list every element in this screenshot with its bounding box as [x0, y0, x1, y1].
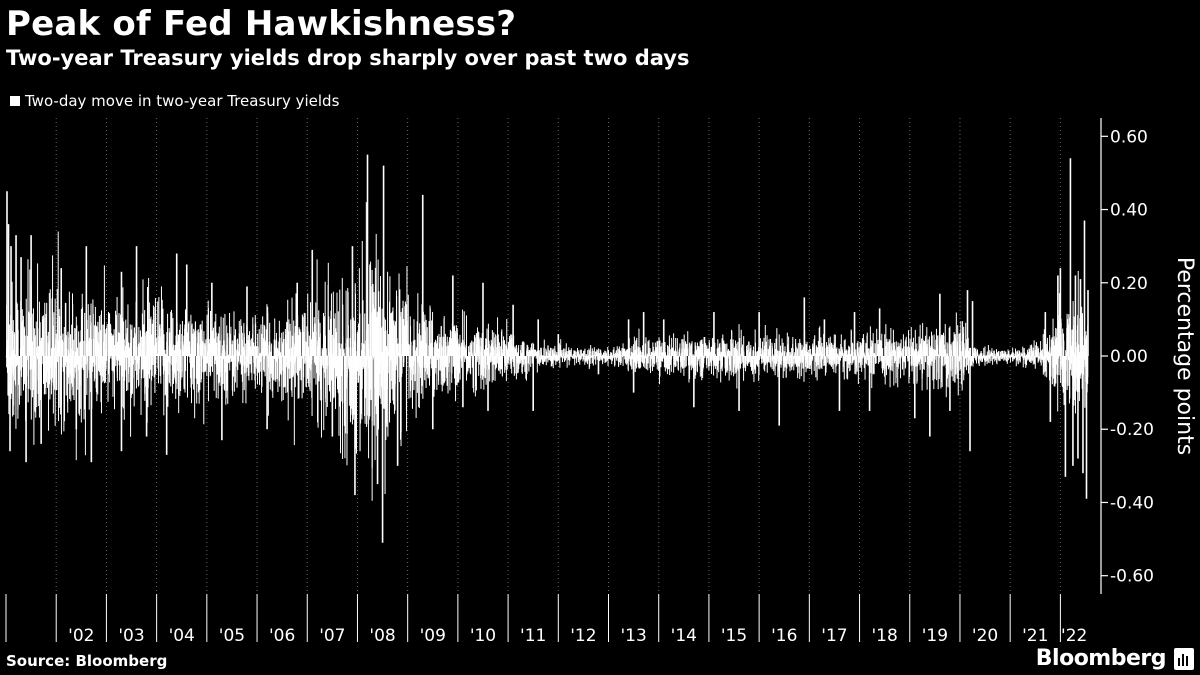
bar-series [5, 154, 1089, 543]
x-gridlines [55, 118, 1061, 594]
legend: Two-day move in two-year Treasury yields [10, 92, 339, 110]
legend-swatch [10, 96, 20, 106]
chart-subtitle: Two-year Treasury yields drop sharply ov… [6, 46, 690, 70]
legend-label: Two-day move in two-year Treasury yields [25, 92, 340, 110]
chart-title: Peak of Fed Hawkishness? [6, 4, 517, 44]
